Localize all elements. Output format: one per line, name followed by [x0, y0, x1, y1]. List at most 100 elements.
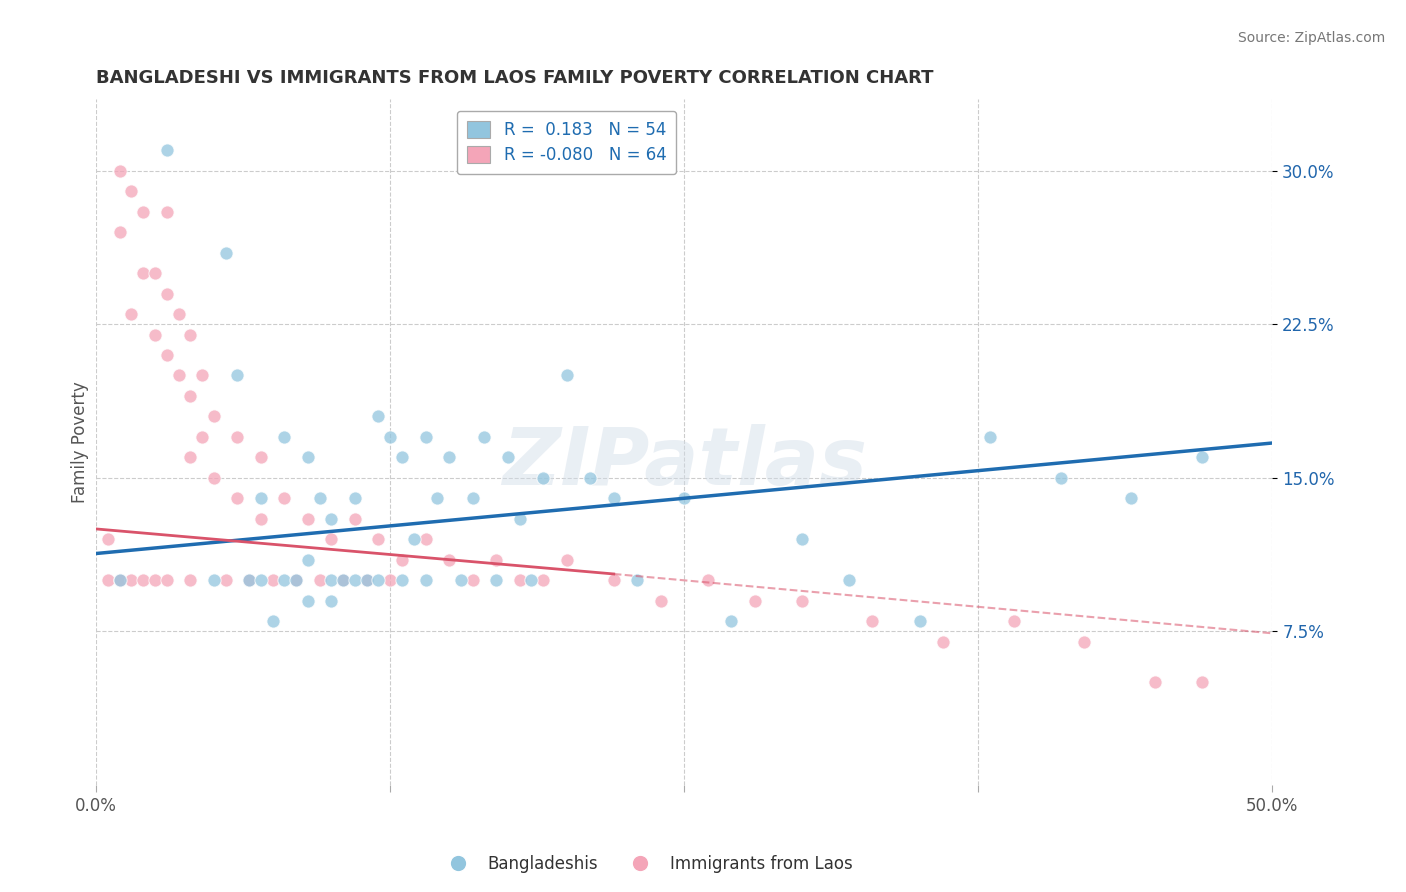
Point — [285, 573, 308, 587]
Point — [262, 573, 284, 587]
Point — [121, 307, 143, 321]
Text: ZIPatlas: ZIPatlas — [502, 424, 866, 501]
Point — [415, 430, 437, 444]
Point — [226, 368, 249, 383]
Point — [461, 573, 484, 587]
Point — [308, 491, 330, 506]
Point — [321, 532, 343, 546]
Point — [979, 430, 1001, 444]
Point — [1121, 491, 1143, 506]
Point — [1191, 675, 1213, 690]
Point — [97, 573, 120, 587]
Point — [179, 573, 201, 587]
Point — [179, 327, 201, 342]
Point — [485, 552, 508, 566]
Point — [273, 430, 295, 444]
Text: Source: ZipAtlas.com: Source: ZipAtlas.com — [1237, 31, 1385, 45]
Text: BANGLADESHI VS IMMIGRANTS FROM LAOS FAMILY POVERTY CORRELATION CHART: BANGLADESHI VS IMMIGRANTS FROM LAOS FAMI… — [96, 69, 934, 87]
Point — [790, 593, 813, 607]
Point — [121, 184, 143, 198]
Point — [321, 593, 343, 607]
Point — [179, 450, 201, 465]
Point — [273, 491, 295, 506]
Point — [380, 430, 402, 444]
Point — [321, 512, 343, 526]
Point — [1073, 634, 1095, 648]
Point — [297, 512, 319, 526]
Point — [214, 245, 236, 260]
Point — [179, 389, 201, 403]
Point — [132, 573, 155, 587]
Point — [626, 573, 648, 587]
Legend: Bangladeshis, Immigrants from Laos: Bangladeshis, Immigrants from Laos — [434, 848, 859, 880]
Point — [415, 573, 437, 587]
Point — [108, 163, 131, 178]
Point — [202, 573, 225, 587]
Point — [273, 573, 295, 587]
Point — [472, 430, 495, 444]
Point — [531, 573, 554, 587]
Point — [838, 573, 860, 587]
Point — [143, 573, 166, 587]
Point — [1191, 450, 1213, 465]
Point — [167, 368, 190, 383]
Point — [202, 409, 225, 424]
Point — [555, 368, 578, 383]
Point — [167, 307, 190, 321]
Point — [297, 450, 319, 465]
Point — [156, 573, 179, 587]
Point — [143, 327, 166, 342]
Y-axis label: Family Poverty: Family Poverty — [72, 381, 89, 503]
Point — [603, 573, 626, 587]
Point — [332, 573, 354, 587]
Point — [1002, 614, 1025, 628]
Point — [579, 471, 602, 485]
Point — [461, 491, 484, 506]
Point — [108, 225, 131, 239]
Point — [297, 552, 319, 566]
Point — [932, 634, 955, 648]
Point — [367, 573, 389, 587]
Point — [496, 450, 519, 465]
Point — [509, 573, 531, 587]
Point — [509, 512, 531, 526]
Point — [391, 552, 413, 566]
Point — [156, 204, 179, 219]
Point — [156, 286, 179, 301]
Point — [673, 491, 696, 506]
Point — [238, 573, 260, 587]
Point — [108, 573, 131, 587]
Point — [132, 266, 155, 280]
Point — [250, 491, 273, 506]
Point — [391, 573, 413, 587]
Point — [121, 573, 143, 587]
Point — [226, 491, 249, 506]
Point — [343, 512, 366, 526]
Point — [156, 144, 179, 158]
Point — [356, 573, 378, 587]
Point — [426, 491, 449, 506]
Point — [555, 552, 578, 566]
Point — [202, 471, 225, 485]
Point — [191, 430, 214, 444]
Point — [156, 348, 179, 362]
Point — [603, 491, 626, 506]
Point — [531, 471, 554, 485]
Point — [226, 430, 249, 444]
Point — [214, 573, 236, 587]
Point — [108, 573, 131, 587]
Point — [250, 512, 273, 526]
Point — [520, 573, 543, 587]
Point — [308, 573, 330, 587]
Point — [297, 593, 319, 607]
Point — [238, 573, 260, 587]
Point — [862, 614, 884, 628]
Point — [437, 552, 460, 566]
Point — [332, 573, 354, 587]
Point — [437, 450, 460, 465]
Point — [191, 368, 214, 383]
Point — [250, 573, 273, 587]
Point — [391, 450, 413, 465]
Legend: R =  0.183   N = 54, R = -0.080   N = 64: R = 0.183 N = 54, R = -0.080 N = 64 — [457, 111, 676, 174]
Point — [367, 409, 389, 424]
